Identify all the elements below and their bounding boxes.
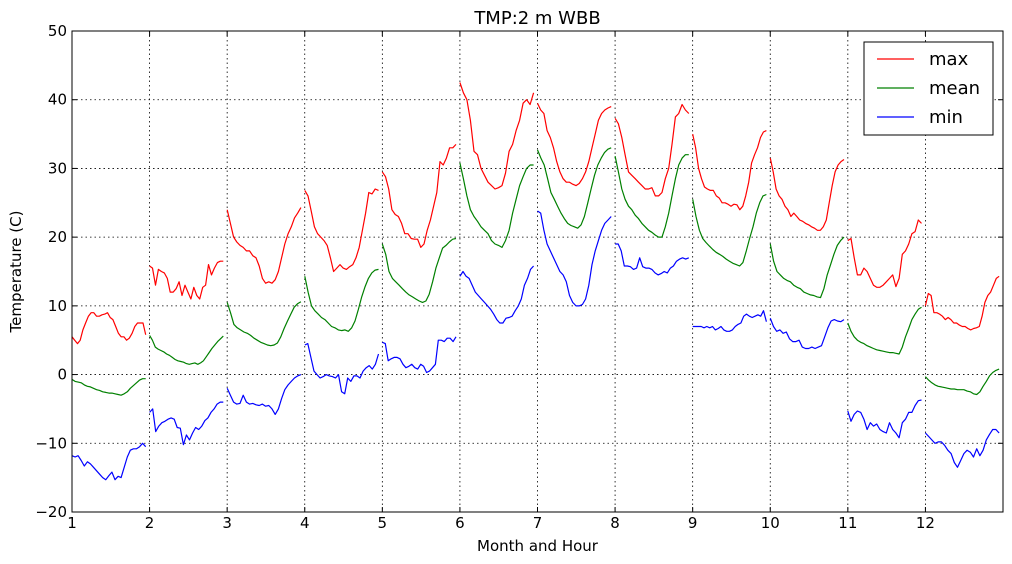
series-max-line (769, 157, 845, 231)
series-min-line (149, 401, 224, 446)
series-max-line (226, 207, 302, 284)
x-tick-label: 12 (916, 514, 935, 532)
x-axis-label: Month and Hour (477, 537, 599, 555)
series-min-line (615, 243, 690, 276)
series-max-line (924, 275, 1000, 331)
y-tick-label: 30 (48, 159, 67, 177)
y-tick-label: −20 (35, 503, 67, 521)
grid (71, 30, 1003, 513)
series-max-line (536, 102, 612, 187)
series-min-line (382, 336, 457, 374)
y-axis-label: Temperature (C) (7, 211, 25, 334)
x-tick-label: 10 (761, 514, 780, 532)
x-tick-label: 2 (145, 514, 155, 532)
series-lines (71, 82, 1000, 481)
series-max-line (149, 260, 224, 300)
chart-title: TMP:2 m WBB (473, 8, 600, 29)
series-max-line (692, 130, 767, 211)
y-tick-label: 50 (48, 22, 67, 40)
series-mean-line (924, 368, 1000, 396)
x-tick-label: 5 (378, 514, 388, 532)
series-max-line (847, 219, 922, 288)
series-min-line (847, 399, 922, 439)
series-min-line (71, 442, 147, 481)
series-max-line (304, 188, 379, 273)
x-tick-label: 7 (533, 514, 543, 532)
series-min-line (304, 343, 380, 395)
y-tick-label: 20 (48, 228, 67, 246)
series-mean-line (614, 154, 689, 238)
series-mean-line (847, 306, 922, 355)
series-max-line (614, 103, 690, 197)
series-max-line (381, 143, 457, 248)
x-tick-label: 8 (610, 514, 620, 532)
y-tick-label: 0 (57, 366, 67, 384)
series-min-line (769, 317, 845, 350)
series-mean-line (381, 237, 457, 303)
y-tick-label: −10 (35, 434, 67, 452)
series-mean-line (692, 193, 767, 267)
series-max-line (459, 82, 535, 190)
series-mean-line (226, 301, 302, 347)
series-mean-line (459, 162, 534, 248)
series-mean-line (536, 147, 612, 229)
x-tick-label: 4 (300, 514, 310, 532)
series-min-line (924, 428, 1000, 468)
legend-label-min: min (929, 107, 963, 128)
series-mean-line (149, 335, 224, 365)
x-tick-label: 3 (222, 514, 232, 532)
series-max-line (71, 312, 147, 345)
x-tick-label: 11 (838, 514, 857, 532)
legend-label-mean: mean (929, 78, 980, 99)
series-mean-line (71, 378, 146, 396)
x-tick-label: 9 (688, 514, 698, 532)
x-tick-label: 1 (67, 514, 77, 532)
legend-label-max: max (929, 49, 969, 70)
series-min-line (692, 310, 767, 332)
y-tick-label: 40 (48, 91, 67, 109)
series-min-line (537, 210, 612, 307)
x-tick-label: 6 (455, 514, 465, 532)
series-min-line (459, 265, 535, 324)
series-mean-line (769, 236, 845, 299)
y-tick-label: 10 (48, 297, 67, 315)
series-mean-line (304, 268, 379, 332)
series-min-line (226, 374, 302, 415)
legend: max mean min (863, 41, 994, 136)
